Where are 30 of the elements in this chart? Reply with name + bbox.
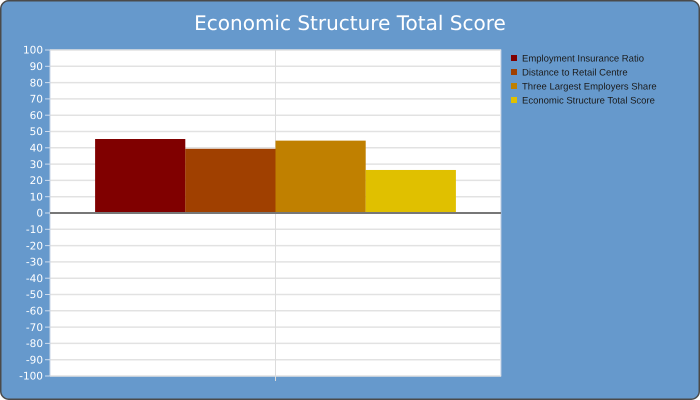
y-tick-label: -60 [26, 305, 43, 318]
y-tick-label: -90 [26, 354, 43, 366]
legend-label: Employment Insurance Ratio [522, 53, 644, 64]
chart-title: Economic Structure Total Score [194, 11, 506, 35]
y-tick-label: 80 [30, 77, 43, 90]
y-tick-label: 10 [30, 191, 43, 204]
y-tick-label: 30 [30, 158, 43, 171]
bar [366, 170, 456, 213]
bar [95, 139, 186, 213]
y-tick-label: 70 [30, 94, 43, 106]
legend-label: Economic Structure Total Score [522, 95, 655, 106]
y-tick-label: -10 [26, 224, 43, 236]
legend-label: Distance to Retail Centre [522, 67, 628, 78]
y-tick-label: 100 [22, 44, 43, 57]
y-tick-label: -30 [26, 256, 43, 269]
legend-label: Three Largest Employers Share [522, 81, 657, 92]
bar [185, 148, 276, 213]
y-tick-label: 0 [36, 208, 43, 220]
y-tick-label: 90 [30, 60, 43, 73]
y-tick-label: -50 [26, 289, 43, 302]
y-tick-label: -100 [19, 370, 43, 383]
y-tick-label: 20 [30, 175, 43, 188]
y-tick-label: -20 [26, 240, 43, 252]
bar [276, 140, 366, 213]
y-tick-label: -80 [26, 338, 43, 350]
y-tick-label: 60 [30, 110, 43, 122]
y-tick-label: 40 [30, 142, 43, 154]
y-tick-label: -70 [26, 322, 43, 334]
y-tick-label: -40 [26, 272, 43, 285]
y-tick-label: 50 [30, 126, 43, 138]
